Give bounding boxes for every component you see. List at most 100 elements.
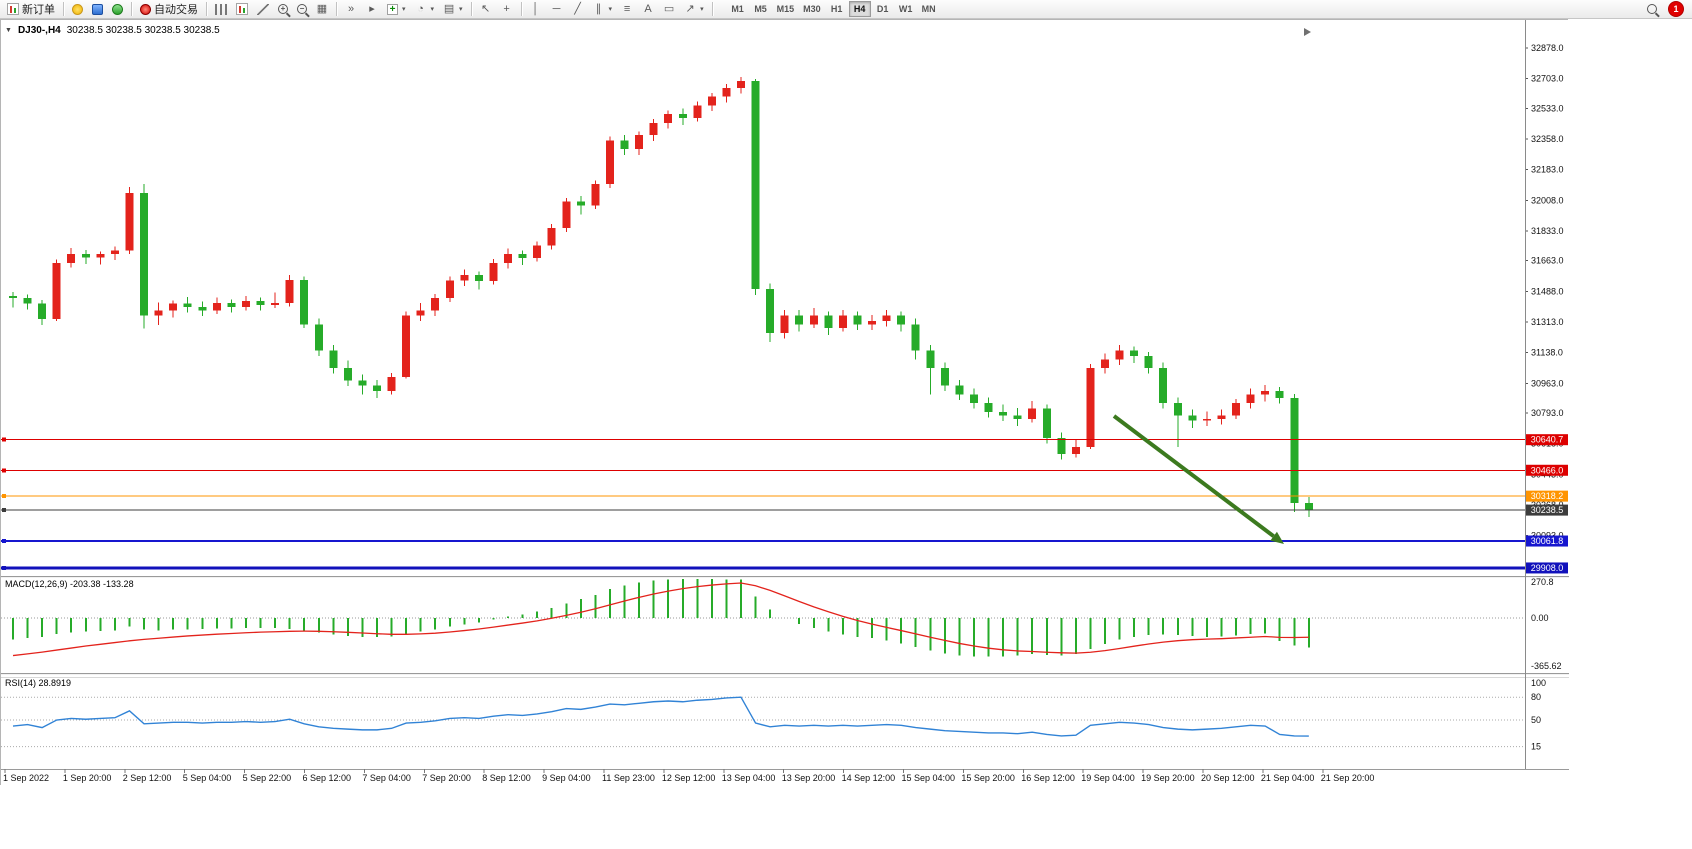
candlestick-series [9,77,1313,518]
chart-shift-button[interactable]: ▸ [362,1,382,18]
timeframe-h4-button[interactable]: H4 [848,1,871,17]
horizontal-line-button[interactable]: ─ [547,1,567,18]
svg-text:31663.0: 31663.0 [1531,256,1564,266]
tile-windows-icon: ▦ [316,2,328,15]
bar-chart-icon [215,3,227,15]
candle-chart-button[interactable] [232,1,252,18]
symbol-period-label: DJ30-,H4 [17,25,61,36]
svg-text:7 Sep 20:00: 7 Sep 20:00 [422,773,471,783]
chevron-down-icon: ▾ [700,6,704,13]
time-axis[interactable]: 1 Sep 2022 1 Sep 20:00 2 Sep 12:00 5 Sep 04… [3,769,1374,783]
templates-button[interactable]: ▤ ▾ [439,1,467,18]
svg-text:80: 80 [1531,692,1541,702]
svg-text:30238.5: 30238.5 [1531,505,1564,515]
chart-shift-icon: ▸ [369,2,375,15]
svg-text:21 Sep 20:00: 21 Sep 20:00 [1321,773,1375,783]
notification-badge[interactable]: 1 [1669,2,1683,16]
price-label-badges: 30640.7 30466.0 30318.2 30238.5 30061.8 29908… [1526,434,1568,574]
timeframe-m1-button[interactable]: M1 [727,1,749,17]
chevron-down-icon: ▾ [402,6,406,13]
timeframe-mn-button[interactable]: MN [918,1,940,17]
svg-text:20 Sep 12:00: 20 Sep 12:00 [1201,773,1255,783]
text-button[interactable]: A [638,1,658,18]
svg-text:0.00: 0.00 [1531,613,1549,623]
template-icon: ▤ [443,2,455,15]
svg-text:1 Sep 2022: 1 Sep 2022 [3,773,49,783]
refresh-button[interactable] [108,1,127,18]
bar-chart-button[interactable] [211,1,231,18]
arrow-object-icon: ↗ [685,2,695,15]
svg-text:30793.0: 30793.0 [1531,408,1564,418]
svg-text:16 Sep 12:00: 16 Sep 12:00 [1021,773,1075,783]
timeframe-h1-button[interactable]: H1 [826,1,848,17]
text-label-icon: ▭ [663,2,675,15]
svg-text:9 Sep 04:00: 9 Sep 04:00 [542,773,591,783]
timeframe-m5-button[interactable]: M5 [750,1,772,17]
svg-text:50: 50 [1531,715,1541,725]
timeframe-m30-button[interactable]: M30 [799,1,825,17]
auto-scroll-button[interactable]: » [341,1,361,18]
zoom-out-button[interactable]: − [293,1,311,18]
trend-arrow-annotation[interactable] [1112,414,1284,544]
svg-text:32358.0: 32358.0 [1531,134,1564,144]
timeframe-m15-button[interactable]: M15 [773,1,799,17]
indicators-plus-icon: + [387,3,398,15]
timeframe-w1-button[interactable]: W1 [895,1,917,17]
accounts-button[interactable] [88,1,107,18]
account-icon [92,3,103,15]
macd-pane: 270.8 0.00 -365.62 [1,577,1562,671]
timeframe-d1-button[interactable]: D1 [872,1,894,17]
zoom-in-icon: + [278,4,288,14]
candle-chart-icon [236,3,248,15]
search-button[interactable] [1643,1,1661,18]
macd-indicator-label: MACD(12,26,9) -203.38 -133.28 [5,579,134,589]
svg-text:8 Sep 12:00: 8 Sep 12:00 [482,773,531,783]
svg-text:32703.0: 32703.0 [1531,74,1564,84]
auto-scroll-icon: » [347,2,355,15]
periods-button[interactable]: ◔ ▾ [411,1,439,18]
svg-text:100: 100 [1531,678,1546,688]
svg-text:30318.2: 30318.2 [1531,491,1564,501]
svg-text:19 Sep 04:00: 19 Sep 04:00 [1081,773,1135,783]
fibonacci-button[interactable]: ≡ [617,1,637,18]
chart-window[interactable]: 32878.0 32703.0 32533.0 32358.0 32183.0 32008… [0,19,1569,786]
toolbar-separator [470,2,472,16]
svg-text:29908.0: 29908.0 [1531,563,1564,573]
zoom-in-button[interactable]: + [274,1,292,18]
channel-button[interactable]: ∥ ▾ [589,1,617,18]
svg-text:14 Sep 12:00: 14 Sep 12:00 [842,773,896,783]
toolbar-separator [520,2,522,16]
vertical-line-icon: │ [532,2,539,15]
text-icon: A [644,2,652,15]
ideas-button[interactable] [68,1,87,18]
svg-text:12 Sep 12:00: 12 Sep 12:00 [662,773,716,783]
toolbar-separator [131,2,132,16]
cursor-icon: ↖ [480,2,491,15]
clock-icon: ◔ [417,2,424,15]
line-chart-button[interactable] [253,1,273,18]
chevron-down-icon: ▾ [459,6,463,13]
svg-text:5 Sep 22:00: 5 Sep 22:00 [243,773,292,783]
svg-text:1 Sep 20:00: 1 Sep 20:00 [63,773,112,783]
svg-text:270.8: 270.8 [1531,577,1554,587]
vertical-line-button[interactable]: │ [526,1,546,18]
tile-windows-button[interactable]: ▦ [312,1,332,18]
crosshair-button[interactable]: + [497,1,517,18]
svg-text:-365.62: -365.62 [1531,661,1562,671]
ohlc-quote-label: 30238.5 30238.5 30238.5 30238.5 [66,25,220,36]
trendline-button[interactable]: ╱ [568,1,588,18]
search-icon [1647,4,1657,14]
indicators-button[interactable]: + ▾ [383,1,410,18]
new-order-button[interactable]: 新订单 [3,1,59,18]
line-chart-icon [257,3,269,15]
svg-text:13 Sep 20:00: 13 Sep 20:00 [782,773,836,783]
chart-menu-arrow-icon[interactable]: ▼ [5,27,12,34]
text-label-button[interactable]: ▭ [659,1,679,18]
toolbar-right-group: 1 [1643,1,1689,18]
chevron-down-icon: ▾ [608,6,613,13]
arrows-button[interactable]: ↗ ▾ [680,1,708,18]
cursor-button[interactable]: ↖ [476,1,496,18]
auto-trading-button[interactable]: 自动交易 [136,1,202,18]
new-order-label: 新订单 [22,4,55,16]
svg-text:30061.8: 30061.8 [1531,536,1564,546]
